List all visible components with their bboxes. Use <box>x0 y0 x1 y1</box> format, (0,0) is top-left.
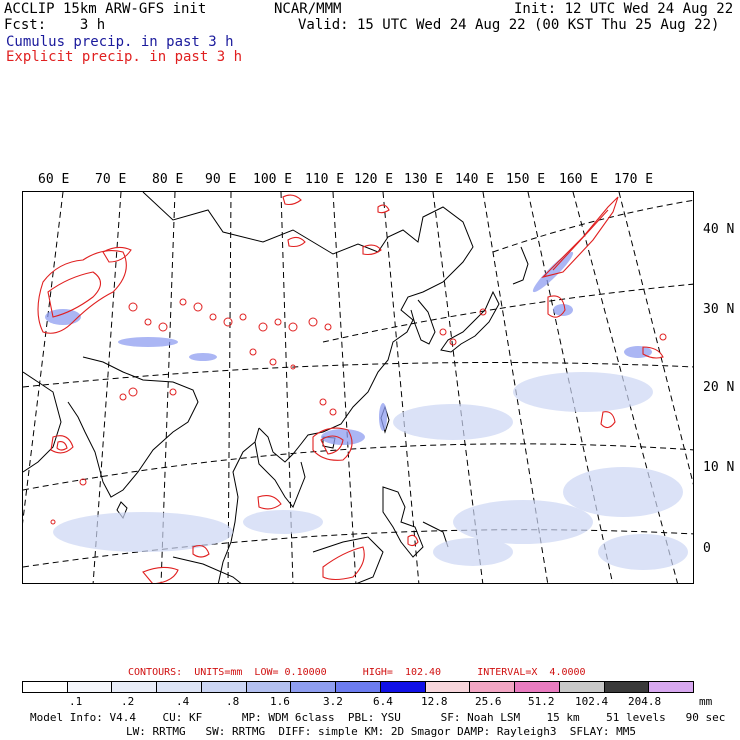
lat-label: 40 N <box>703 222 735 237</box>
lon-label: 100 E <box>253 172 293 187</box>
colorbar-swatch <box>425 682 471 692</box>
lon-label: 110 E <box>305 172 345 187</box>
colorbar-tick: 6.4 <box>373 695 393 708</box>
init-time: Init: 12 UTC Wed 24 Aug 22 <box>514 1 734 17</box>
explicit-precip-cells <box>50 298 667 525</box>
colorbar-swatch <box>291 682 337 692</box>
lon-label: 160 E <box>559 172 599 187</box>
map-canvas <box>23 192 693 583</box>
cumulus-precip <box>45 251 652 445</box>
colorbar-swatch <box>112 682 158 692</box>
colorbar-swatch <box>470 682 516 692</box>
colorbar-tick: 25.6 <box>475 695 502 708</box>
lon-label: 150 E <box>506 172 546 187</box>
lon-label: 70 E <box>95 172 127 187</box>
model-title: ACCLIP 15km ARW-GFS init <box>4 1 207 17</box>
colorbar-tick: .1 <box>69 695 83 708</box>
lon-label: 130 E <box>404 172 444 187</box>
colorbar-swatch <box>336 682 381 692</box>
colorbar <box>22 681 694 693</box>
lat-label: 20 N <box>703 380 735 395</box>
model-info-line1: Model Info: V4.4 CU: KF MP: WDM 6class P… <box>30 711 726 724</box>
lon-label: 60 E <box>38 172 70 187</box>
parallel-lines <box>23 199 693 568</box>
forecast-hour: Fcst: 3 h <box>4 17 106 33</box>
colorbar-swatch <box>649 682 694 692</box>
colorbar-swatch <box>380 682 426 692</box>
lon-label: 170 E <box>614 172 654 187</box>
colorbar-unit: mm <box>699 695 713 708</box>
colorbar-tick: .2 <box>121 695 135 708</box>
cumulus-precip-light <box>53 372 688 570</box>
legend-explicit: Explicit precip. in past 3 h <box>6 49 243 65</box>
valid-time: Valid: 15 UTC Wed 24 Aug 22 (00 KST Thu … <box>298 17 720 33</box>
colorbar-swatch <box>515 682 560 692</box>
model-info-line2: LW: RRTMG SW: RRTMG DIFF: simple KM: 2D … <box>126 725 636 738</box>
colorbar-swatch <box>67 682 113 692</box>
colorbar-tick: 204.8 <box>628 695 662 708</box>
colorbar-tick: .8 <box>226 695 240 708</box>
source-label: NCAR/MMM <box>274 1 342 17</box>
lon-label: 80 E <box>152 172 184 187</box>
colorbar-tick: 1.6 <box>270 695 290 708</box>
colorbar-swatch <box>157 682 202 692</box>
colorbar-swatch <box>201 682 247 692</box>
explicit-precip-contours <box>37 194 664 583</box>
lon-label: 120 E <box>354 172 394 187</box>
precip-map <box>22 191 694 584</box>
legend-cumulus: Cumulus precip. in past 3 h <box>6 34 234 50</box>
colorbar-tick: 12.8 <box>421 695 448 708</box>
colorbar-tick: 3.2 <box>323 695 343 708</box>
colorbar-swatch <box>23 682 68 692</box>
lat-label: 10 N <box>703 460 735 475</box>
contours-info: CONTOURS: UNITS=mm LOW= 0.10000 HIGH= 10… <box>128 667 586 678</box>
colorbar-swatch <box>246 682 292 692</box>
colorbar-swatch <box>559 682 605 692</box>
lat-label: 30 N <box>703 302 735 317</box>
colorbar-tick: 102.4 <box>575 695 609 708</box>
lat-label: 0 <box>703 541 711 556</box>
lon-label: 140 E <box>455 172 495 187</box>
lon-label: 90 E <box>205 172 237 187</box>
colorbar-swatch <box>604 682 650 692</box>
colorbar-tick: .4 <box>176 695 190 708</box>
colorbar-tick: 51.2 <box>528 695 555 708</box>
